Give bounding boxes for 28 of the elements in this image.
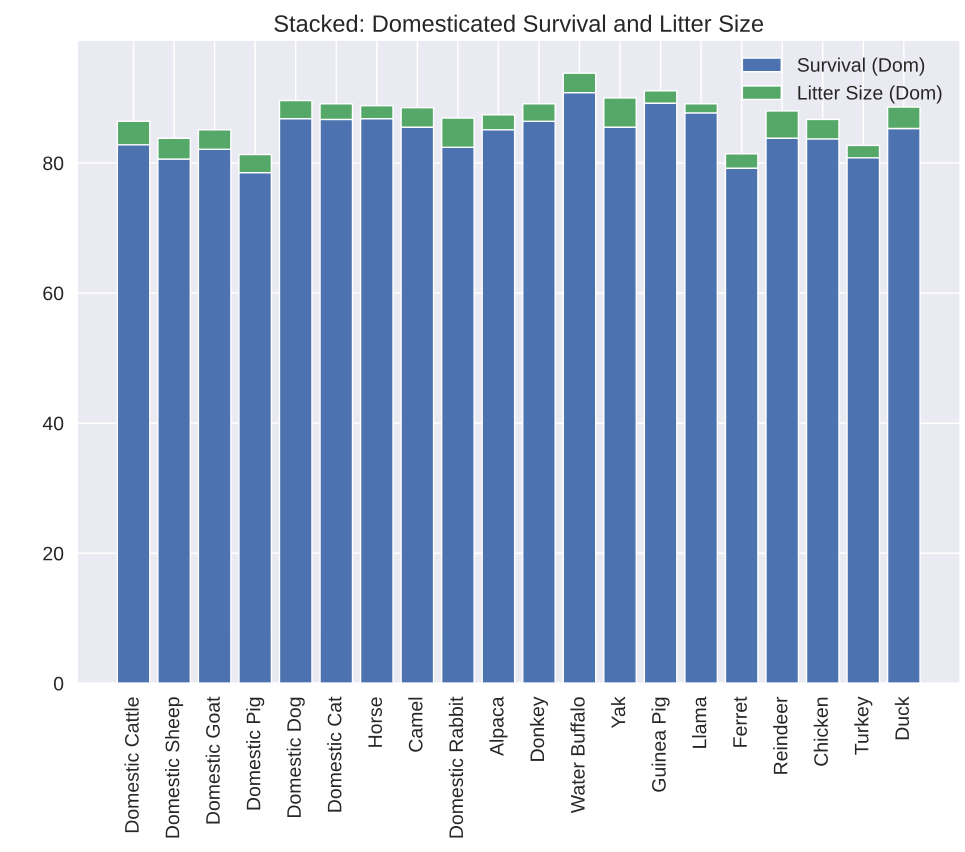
y-tick-label: 40: [42, 416, 64, 430]
x-tick-label: Camel: [408, 698, 423, 752]
y-tick-label: 60: [43, 286, 64, 300]
x-tick-label: Horse: [368, 697, 382, 747]
x-tick-label: Domestic Cattle: [124, 697, 139, 832]
x-tick-label: Domestic Pig: [246, 698, 264, 810]
x-tick-label: Llama: [692, 696, 706, 748]
x-tick-label: Turkey: [854, 696, 872, 755]
x-tick-label: Domestic Goat: [206, 696, 220, 824]
x-tick-label: Domestic Sheep: [165, 697, 184, 838]
x-tick-label: Domestic Cat: [327, 696, 342, 812]
legend-label: Survival (Dom): [798, 58, 924, 76]
x-tick-label: Chicken: [814, 698, 828, 766]
x-tick-label: Guinea Pig: [652, 698, 670, 792]
x-tick-label: Alpaca: [489, 696, 508, 756]
y-tick-label: 20: [43, 546, 64, 560]
y-tick-label: 80: [43, 156, 64, 170]
x-tick-label: Yak: [610, 696, 626, 728]
x-tick-label: Ferret: [733, 696, 747, 747]
x-tick-label: Reindeer: [773, 696, 788, 774]
chart-title: Stacked: Domesticated Survival and Litter Size: [274, 14, 764, 32]
x-tick-label: Domestic Rabbit: [448, 696, 464, 838]
x-tick-label: Water Buffalo: [570, 697, 585, 814]
x-tick-label: Duck: [894, 696, 910, 740]
y-tick-label: 0: [54, 676, 64, 691]
x-tick-label: Donkey: [530, 696, 548, 761]
legend-label: Litter Size (Dom): [798, 85, 942, 104]
x-tick-label: Domestic Dog: [286, 698, 305, 818]
